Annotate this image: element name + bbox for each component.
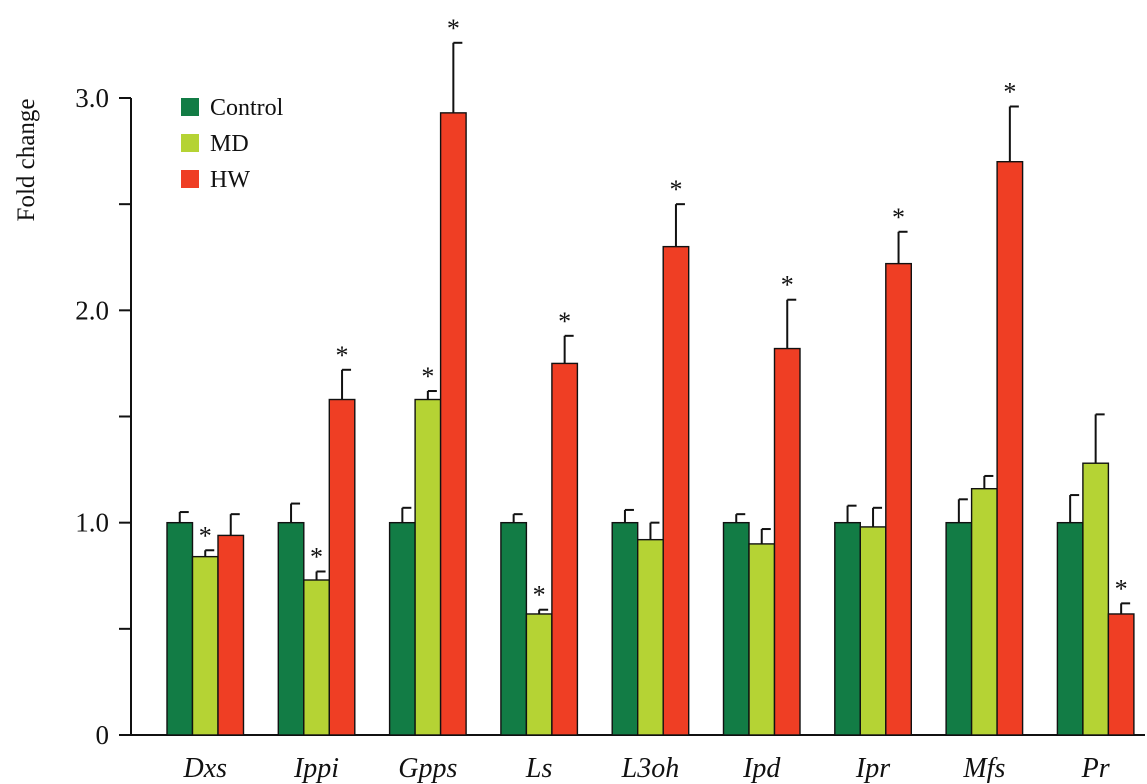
bar-control bbox=[722, 521, 750, 736]
bar-hw bbox=[328, 398, 356, 736]
significance-star: * bbox=[669, 175, 682, 204]
category-label: Ipd bbox=[742, 753, 781, 784]
category-label: Ippi bbox=[293, 753, 339, 784]
bar-hw bbox=[662, 245, 690, 736]
category-label: Ipr bbox=[855, 753, 890, 784]
legend-label: HW bbox=[210, 167, 250, 193]
bars bbox=[166, 112, 1135, 736]
y-tick-label: 0 bbox=[96, 720, 110, 750]
significance-star: * bbox=[1115, 574, 1128, 603]
significance-star: * bbox=[1003, 77, 1016, 106]
significance-star: * bbox=[310, 543, 323, 572]
y-axis-title: Fold change bbox=[13, 99, 40, 222]
bar-md bbox=[191, 555, 219, 736]
bar-hw bbox=[551, 362, 579, 736]
error-bars bbox=[178, 41, 1131, 614]
bar-control bbox=[945, 521, 973, 736]
significance-star: * bbox=[421, 362, 434, 391]
bar-control bbox=[277, 521, 305, 736]
bar-md bbox=[1082, 462, 1110, 736]
y-ticks: 0 1.0 2.0 3.0 bbox=[75, 83, 131, 750]
significance-star: * bbox=[199, 521, 212, 550]
category-label: Mfs bbox=[962, 753, 1005, 784]
bar-hw bbox=[217, 534, 245, 736]
bar-md bbox=[748, 543, 776, 736]
bar-control bbox=[166, 521, 194, 736]
bar-control bbox=[611, 521, 639, 736]
y-tick-label: 1.0 bbox=[75, 508, 109, 538]
bar-md bbox=[303, 579, 330, 736]
significance-star: * bbox=[781, 271, 794, 300]
bar-hw bbox=[996, 160, 1024, 736]
bar-md bbox=[970, 487, 998, 736]
significance-star: * bbox=[447, 14, 460, 43]
significance-star: * bbox=[336, 341, 349, 370]
legend-swatch-hw bbox=[181, 170, 199, 188]
legend-label: Control bbox=[210, 95, 284, 121]
significance-star: * bbox=[533, 581, 546, 610]
category-label: Gpps bbox=[398, 753, 457, 784]
category-label: L3oh bbox=[621, 753, 680, 784]
category-labels: Dxs Ippi Gpps Ls L3oh Ipd Ipr Mfs Pr bbox=[182, 753, 1109, 784]
significance-star: * bbox=[558, 307, 571, 336]
legend-swatch-md bbox=[181, 134, 199, 152]
bar-control bbox=[1056, 521, 1084, 736]
category-label: Pr bbox=[1081, 753, 1110, 784]
significance-markers: * * * * * * * * * * * * bbox=[199, 14, 1128, 610]
category-label: Ls bbox=[525, 753, 553, 784]
bar-md bbox=[637, 538, 664, 736]
bar-md bbox=[525, 613, 553, 736]
bar-hw bbox=[1107, 613, 1135, 736]
bar-control bbox=[500, 521, 528, 736]
y-tick-label: 2.0 bbox=[75, 295, 109, 325]
bar-hw bbox=[773, 347, 801, 736]
category-label: Dxs bbox=[182, 753, 227, 784]
bar-control bbox=[388, 521, 416, 736]
significance-star: * bbox=[892, 203, 905, 232]
legend-swatch-control bbox=[181, 98, 199, 116]
legend: Control MD HW bbox=[181, 95, 284, 193]
bar-control bbox=[834, 521, 861, 736]
bar-hw bbox=[439, 112, 467, 736]
bar-hw bbox=[885, 262, 912, 736]
bar-md bbox=[414, 398, 442, 736]
legend-label: MD bbox=[210, 131, 249, 157]
bar-md bbox=[859, 526, 887, 736]
y-tick-label: 3.0 bbox=[75, 83, 109, 113]
